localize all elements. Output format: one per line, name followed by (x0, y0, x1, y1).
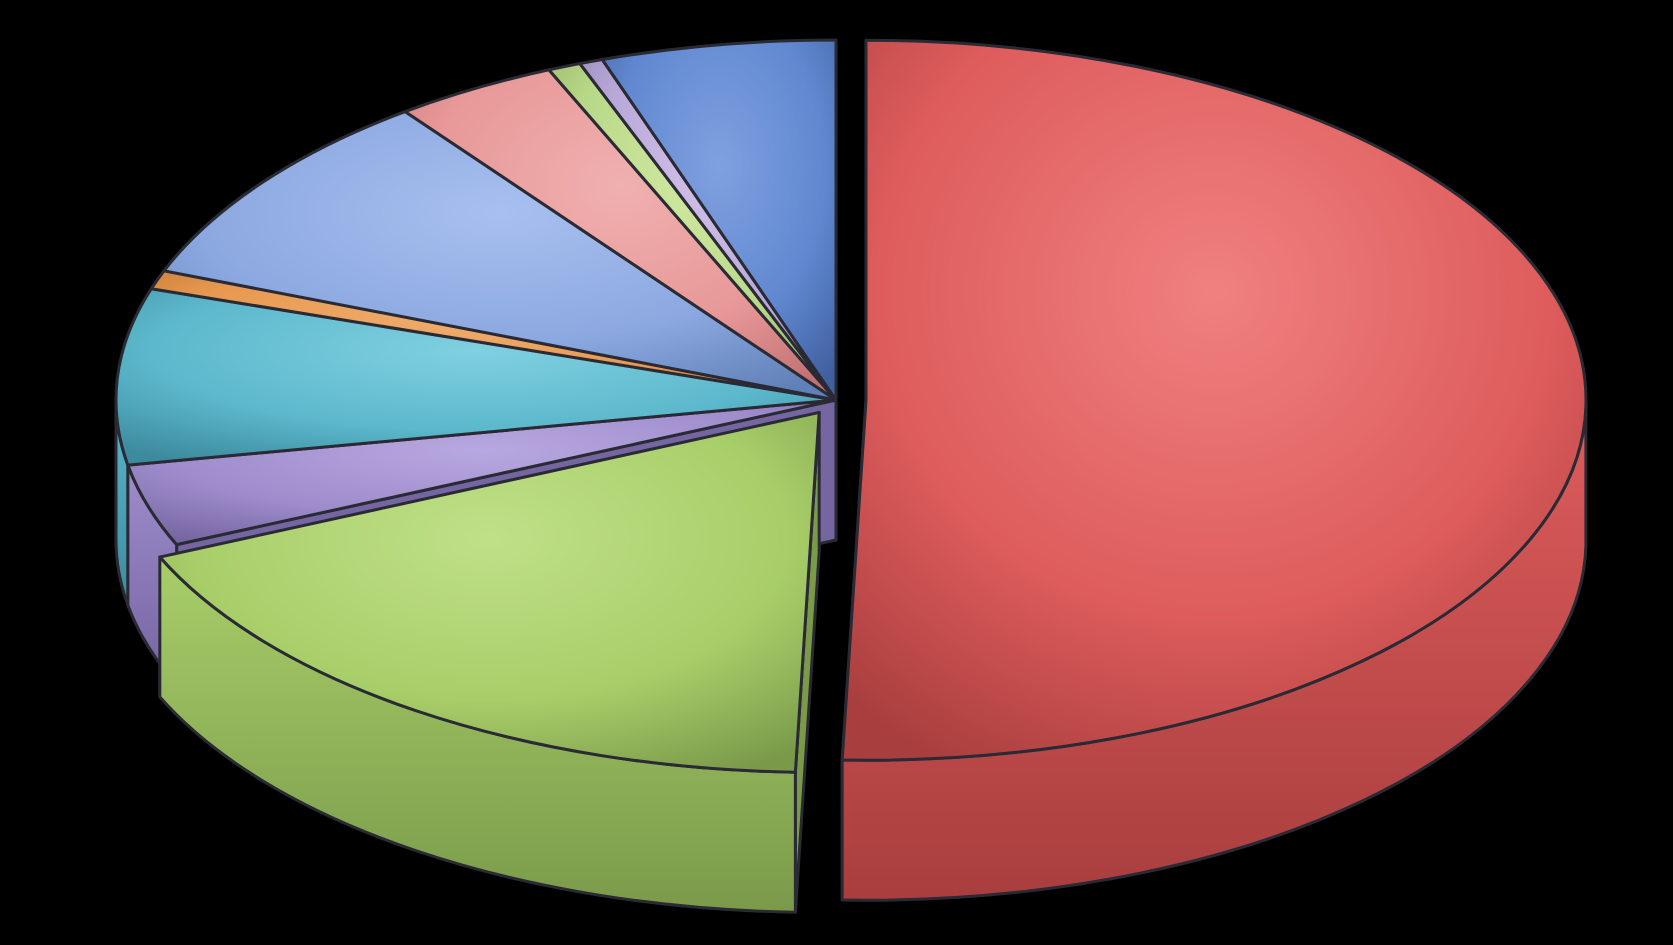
pie-chart (0, 0, 1673, 945)
pie-chart-container (0, 0, 1673, 945)
